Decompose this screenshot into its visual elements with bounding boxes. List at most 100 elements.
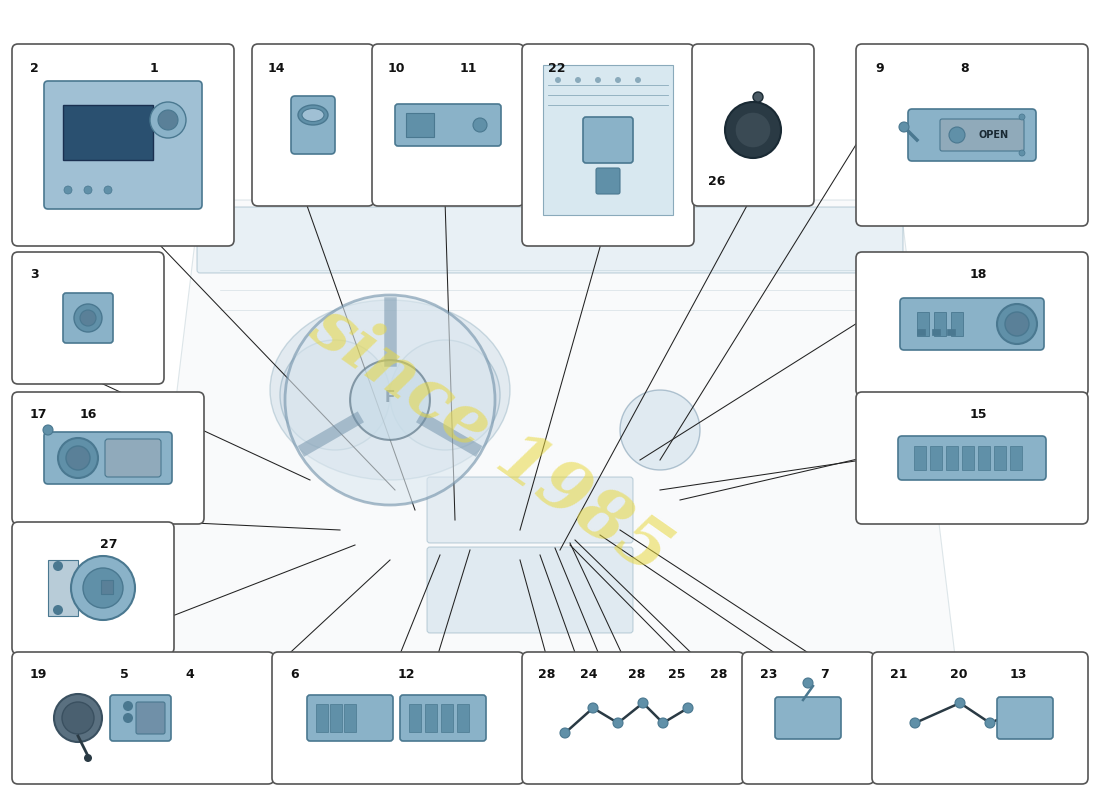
Bar	[330, 704, 342, 732]
Bar	[946, 446, 958, 470]
FancyBboxPatch shape	[12, 252, 164, 384]
Circle shape	[635, 77, 641, 83]
Bar	[425, 704, 437, 732]
Bar	[914, 446, 926, 470]
Bar	[952, 312, 962, 336]
FancyBboxPatch shape	[522, 652, 744, 784]
Circle shape	[735, 112, 771, 148]
Circle shape	[899, 122, 909, 132]
FancyBboxPatch shape	[522, 44, 694, 246]
FancyBboxPatch shape	[900, 298, 1044, 350]
Circle shape	[588, 703, 598, 713]
Bar	[962, 446, 974, 470]
FancyBboxPatch shape	[908, 109, 1036, 161]
FancyBboxPatch shape	[307, 695, 393, 741]
FancyBboxPatch shape	[427, 547, 632, 633]
Text: 7: 7	[820, 668, 828, 681]
Text: 15: 15	[970, 408, 988, 421]
Text: 12: 12	[398, 668, 416, 681]
Circle shape	[72, 556, 135, 620]
FancyBboxPatch shape	[136, 702, 165, 734]
Circle shape	[615, 77, 622, 83]
Text: F: F	[385, 390, 395, 406]
Circle shape	[1005, 312, 1028, 336]
Ellipse shape	[302, 109, 324, 122]
FancyBboxPatch shape	[856, 392, 1088, 524]
Text: 5: 5	[120, 668, 129, 681]
FancyBboxPatch shape	[427, 477, 632, 543]
Text: 19: 19	[30, 668, 47, 681]
Circle shape	[43, 425, 53, 435]
FancyBboxPatch shape	[898, 436, 1046, 480]
FancyBboxPatch shape	[856, 44, 1088, 226]
FancyBboxPatch shape	[596, 168, 620, 194]
Circle shape	[1019, 150, 1025, 156]
FancyBboxPatch shape	[776, 697, 842, 739]
FancyBboxPatch shape	[583, 117, 632, 163]
Text: OPEN: OPEN	[979, 130, 1009, 140]
Text: 16: 16	[80, 408, 98, 421]
Circle shape	[74, 304, 102, 332]
Circle shape	[53, 605, 63, 615]
Circle shape	[473, 118, 487, 132]
Bar	[978, 446, 990, 470]
FancyBboxPatch shape	[742, 652, 874, 784]
Text: 24: 24	[580, 668, 597, 681]
Text: 14: 14	[268, 62, 286, 75]
Circle shape	[390, 340, 501, 450]
Circle shape	[280, 340, 390, 450]
Bar	[456, 704, 469, 732]
FancyBboxPatch shape	[400, 695, 486, 741]
Text: 1: 1	[150, 62, 158, 75]
FancyBboxPatch shape	[12, 392, 203, 524]
Polygon shape	[130, 200, 970, 780]
Bar	[406, 113, 434, 137]
Circle shape	[62, 702, 94, 734]
FancyBboxPatch shape	[395, 104, 500, 146]
Circle shape	[285, 295, 495, 505]
Bar	[1010, 446, 1022, 470]
FancyBboxPatch shape	[940, 119, 1024, 151]
FancyBboxPatch shape	[44, 81, 202, 209]
Text: 27: 27	[100, 538, 118, 551]
Bar	[63, 105, 153, 160]
FancyBboxPatch shape	[110, 695, 170, 741]
Text: 28: 28	[710, 668, 727, 681]
Bar	[930, 446, 942, 470]
FancyBboxPatch shape	[12, 44, 234, 246]
Bar	[917, 312, 930, 336]
Circle shape	[84, 754, 92, 762]
Circle shape	[725, 102, 781, 158]
Circle shape	[350, 360, 430, 440]
Circle shape	[1019, 114, 1025, 120]
Text: 28: 28	[538, 668, 556, 681]
Circle shape	[803, 678, 813, 688]
Text: since 1985: since 1985	[298, 292, 682, 588]
Text: 3: 3	[30, 268, 38, 281]
Circle shape	[955, 698, 965, 708]
FancyBboxPatch shape	[372, 44, 524, 206]
Bar	[316, 704, 328, 732]
Text: 22: 22	[548, 62, 565, 75]
FancyBboxPatch shape	[252, 44, 374, 206]
Text: 23: 23	[760, 668, 778, 681]
Circle shape	[80, 310, 96, 326]
Text: 21: 21	[890, 668, 908, 681]
Bar	[934, 312, 946, 336]
Circle shape	[575, 77, 581, 83]
Circle shape	[53, 561, 63, 571]
Circle shape	[595, 77, 601, 83]
Bar	[409, 704, 421, 732]
FancyBboxPatch shape	[12, 652, 274, 784]
Text: 2: 2	[30, 62, 38, 75]
Text: 9: 9	[874, 62, 883, 75]
Text: 10: 10	[388, 62, 406, 75]
Bar	[947, 329, 955, 335]
Circle shape	[754, 92, 763, 102]
Ellipse shape	[620, 390, 700, 470]
Circle shape	[104, 186, 112, 194]
FancyBboxPatch shape	[63, 293, 113, 343]
Circle shape	[58, 438, 98, 478]
Circle shape	[123, 713, 133, 723]
Circle shape	[66, 446, 90, 470]
